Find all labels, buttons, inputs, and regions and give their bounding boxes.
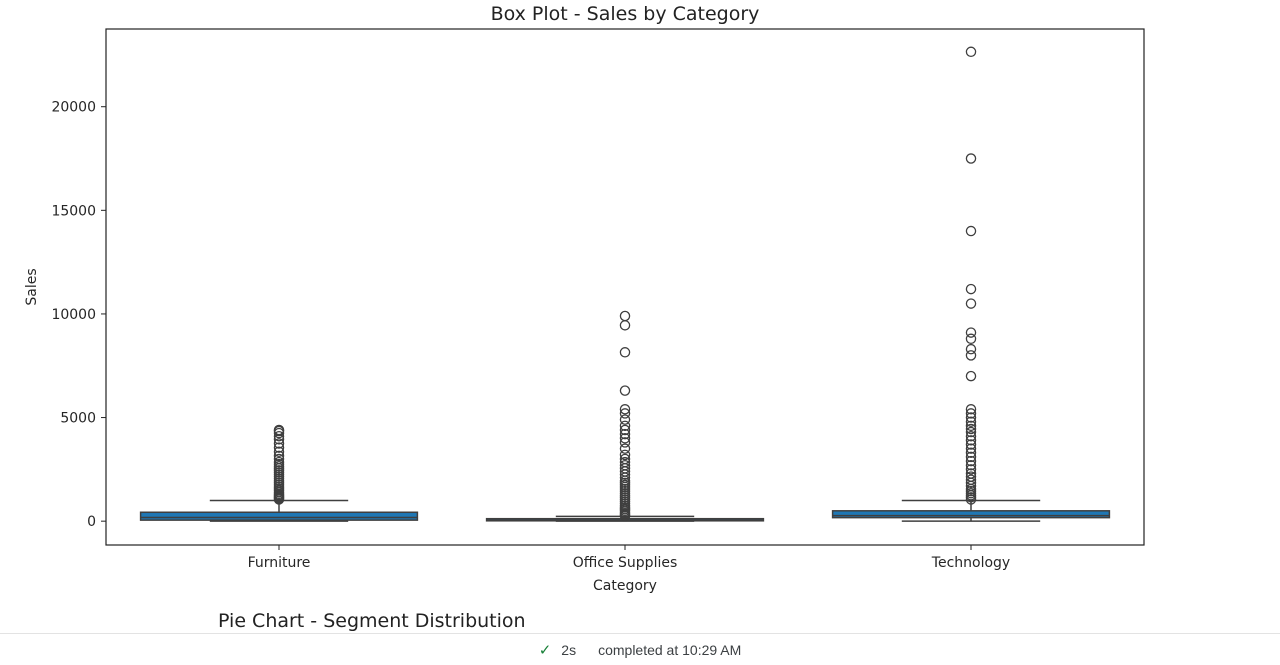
outlier-point bbox=[619, 424, 631, 436]
outlier-point bbox=[965, 459, 977, 471]
outlier-point bbox=[273, 424, 285, 436]
iqr-box bbox=[831, 510, 1111, 519]
outlier-point bbox=[965, 412, 977, 423]
outlier-point bbox=[619, 433, 631, 444]
outlier-point bbox=[965, 416, 977, 427]
x-axis-label: Category bbox=[593, 578, 657, 594]
outlier-point bbox=[965, 404, 977, 415]
outlier-point bbox=[965, 435, 977, 446]
outlier-point bbox=[965, 298, 977, 309]
x-tick-label: Furniture bbox=[248, 555, 311, 571]
outlier-point bbox=[965, 423, 977, 435]
completion-message: completed at 10:29 AM bbox=[598, 641, 742, 658]
pie-chart-title: Pie Chart - Segment Distribution bbox=[218, 610, 526, 632]
outlier-point bbox=[273, 438, 285, 449]
outlier-point bbox=[965, 455, 977, 467]
outlier-point bbox=[273, 442, 285, 453]
outlier-point bbox=[965, 420, 977, 432]
outlier-point bbox=[619, 459, 631, 471]
box-plot-figure: Box Plot - Sales by Category 0 5000 10000 15… bbox=[24, 3, 1145, 594]
execution-status-bar: ✓ 2s completed at 10:29 AM bbox=[0, 633, 1280, 665]
outlier-point bbox=[619, 347, 631, 358]
outlier-point bbox=[619, 385, 631, 396]
y-axis-label: Sales bbox=[24, 268, 40, 305]
outlier-point bbox=[619, 456, 631, 468]
outlier-point bbox=[965, 343, 977, 355]
outlier-point bbox=[619, 320, 631, 331]
outlier-point bbox=[619, 449, 631, 461]
outlier-point bbox=[619, 408, 631, 419]
execution-duration: 2s bbox=[561, 641, 577, 658]
outlier-point bbox=[965, 46, 977, 58]
outlier-point bbox=[619, 404, 631, 415]
outlier-point bbox=[619, 443, 631, 454]
outlier-point bbox=[965, 451, 977, 463]
outlier-point bbox=[965, 153, 977, 164]
outlier-point bbox=[965, 225, 977, 237]
outlier-point bbox=[619, 437, 631, 448]
outlier-point bbox=[965, 370, 977, 382]
outlier-point bbox=[273, 456, 285, 468]
plot-frame bbox=[105, 28, 1145, 546]
outlier-point bbox=[619, 420, 631, 432]
x-tick-label: Office Supplies bbox=[573, 555, 678, 571]
outlier-point bbox=[965, 471, 977, 482]
outlier-point bbox=[619, 414, 631, 425]
outlier-point bbox=[965, 464, 977, 475]
outlier-point bbox=[273, 430, 285, 442]
chart-title: Box Plot - Sales by Category bbox=[491, 3, 760, 25]
outlier-point bbox=[619, 310, 631, 322]
outlier-point bbox=[965, 430, 977, 442]
outlier-point bbox=[965, 333, 977, 345]
outlier-point bbox=[965, 468, 977, 479]
outlier-point bbox=[619, 453, 631, 465]
y-tick-label: 15000 bbox=[51, 203, 96, 219]
outlier-point bbox=[965, 350, 977, 361]
y-tick-label: 0 bbox=[87, 514, 96, 530]
outlier-point bbox=[965, 447, 977, 459]
outlier-point bbox=[965, 443, 977, 454]
outlier-point bbox=[965, 439, 977, 450]
y-tick-label: 20000 bbox=[51, 100, 96, 116]
outlier-point bbox=[965, 474, 977, 485]
x-tick-label: Technology bbox=[931, 555, 1010, 571]
y-tick-label: 5000 bbox=[60, 411, 96, 427]
outlier-point bbox=[965, 426, 977, 438]
outlier-point bbox=[273, 450, 285, 462]
outlier-point bbox=[619, 428, 631, 440]
outlier-point bbox=[965, 283, 977, 295]
outlier-point bbox=[965, 327, 977, 338]
check-icon: ✓ bbox=[538, 641, 552, 659]
outlier-point bbox=[273, 446, 285, 457]
iqr-box bbox=[139, 511, 419, 521]
outlier-point bbox=[965, 408, 977, 419]
outlier-point bbox=[273, 453, 285, 465]
y-tick-label: 10000 bbox=[51, 307, 96, 323]
